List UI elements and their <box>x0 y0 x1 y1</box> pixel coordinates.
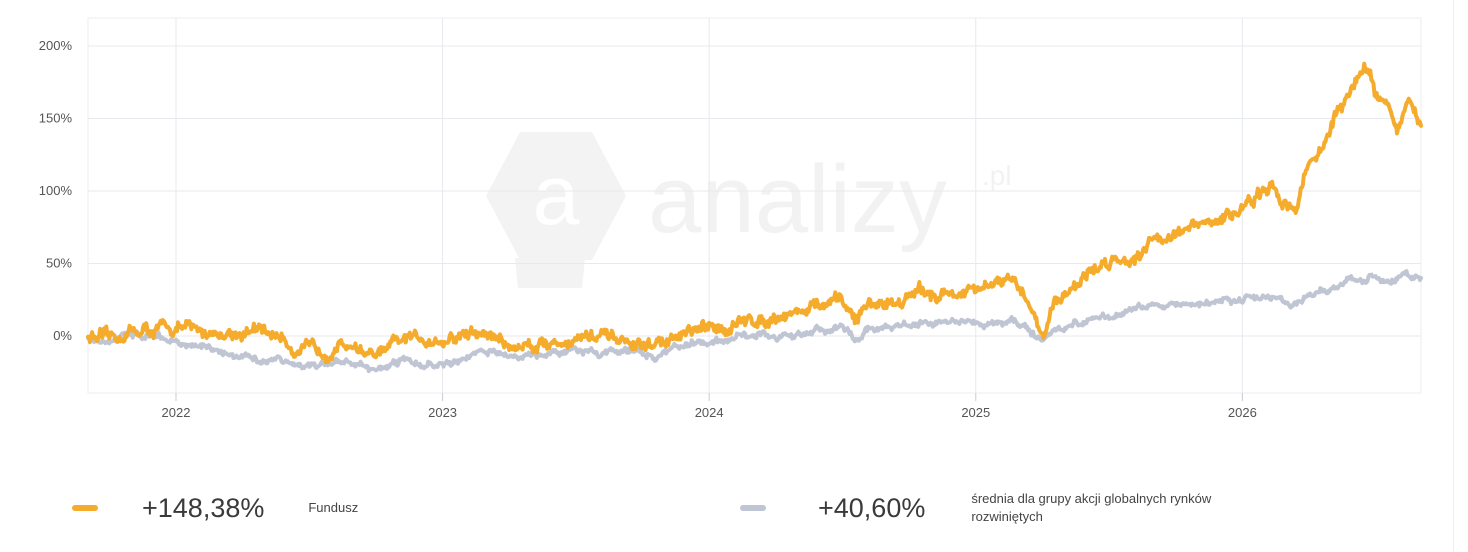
legend-swatch-fund <box>72 505 98 511</box>
legend-label-fund: Fundusz <box>308 500 359 515</box>
page-scrollbar[interactable] <box>1453 0 1468 552</box>
legend-value-benchmark: +40,60% <box>818 492 926 523</box>
x-tick-label: 2022 <box>162 405 191 420</box>
legend-label-benchmark: średnia dla grupy akcji globalnych rynkó… <box>971 491 1212 524</box>
legend-swatch-benchmark <box>740 505 766 511</box>
x-tick-label: 2024 <box>695 405 724 420</box>
y-tick-label: 100% <box>39 183 73 198</box>
watermark-logo-tail-icon <box>515 258 585 288</box>
legend-item-fund: +148,38% Fundusz <box>72 486 358 530</box>
axes: 200% 150% 100% 50% 0% 2022 2023 2024 2025 2026 <box>39 38 1257 420</box>
legend-item-benchmark: +40,60% średnia dla grupy akcji globalny… <box>740 486 1261 530</box>
y-tick-label: 50% <box>46 256 72 271</box>
y-tick-label: 150% <box>39 111 73 126</box>
x-tick-label: 2025 <box>961 405 990 420</box>
watermark-logo-icon <box>486 132 626 260</box>
plot-frame <box>87 17 1422 394</box>
y-tick-label: 200% <box>39 38 73 53</box>
legend-value-fund: +148,38% <box>142 492 265 523</box>
x-tick-label: 2023 <box>428 405 457 420</box>
series-line-benchmark <box>86 269 1423 374</box>
series-layer <box>86 61 1423 374</box>
watermark-text: analizy <box>648 146 947 253</box>
series-line-fund <box>86 61 1423 365</box>
x-tick-label: 2026 <box>1228 405 1257 420</box>
y-tick-label: 0% <box>53 328 72 343</box>
watermark-suffix: .pl <box>982 160 1012 191</box>
watermark: a analizy .pl <box>486 132 1012 288</box>
watermark-logo-letter: a <box>533 148 580 242</box>
